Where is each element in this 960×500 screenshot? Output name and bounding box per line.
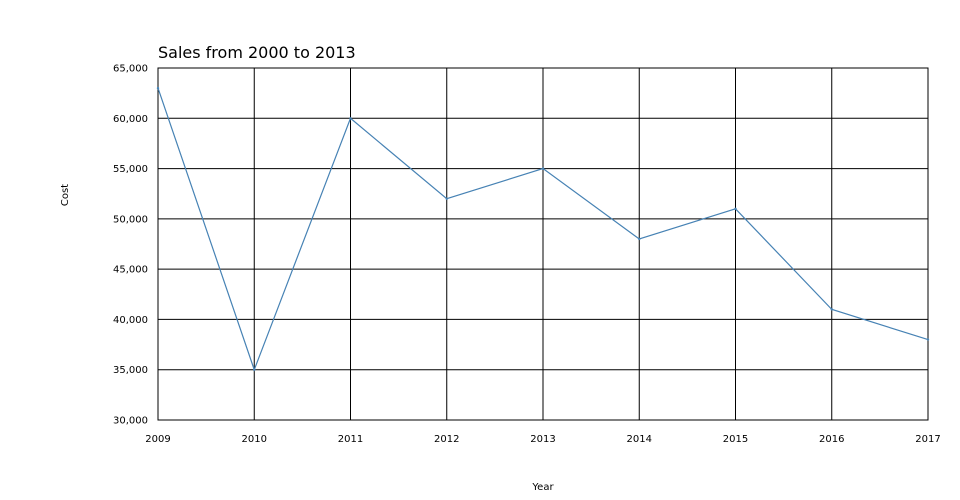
y-tick-label: 35,000 xyxy=(113,365,148,376)
data-point xyxy=(445,197,448,200)
grid xyxy=(157,67,929,421)
x-axis-ticks: 2009 2010 2011 2012 2013 2014 2015 2016 2017 xyxy=(145,434,940,445)
data-point xyxy=(541,167,545,170)
y-axis-ticks: 30,000 35,000 40,000 45,000 50,000 55,000 60,0… xyxy=(113,64,148,427)
y-tick-label: 60,000 xyxy=(113,114,148,125)
x-tick-label: 2015 xyxy=(723,434,748,445)
y-tick-label: 45,000 xyxy=(113,265,148,276)
data-point xyxy=(156,86,160,90)
data-point xyxy=(638,237,641,241)
x-tick-label: 2016 xyxy=(819,434,844,445)
plot-frame xyxy=(157,67,929,421)
data-point xyxy=(734,207,737,210)
y-tick-label: 40,000 xyxy=(113,315,148,326)
data-point xyxy=(926,338,930,341)
x-tick-label: 2010 xyxy=(242,434,267,445)
chart-title: Sales from 2000 to 2013 xyxy=(158,43,356,62)
x-tick-label: 2013 xyxy=(530,434,555,445)
x-axis-label: Year xyxy=(531,482,554,493)
x-tick-label: 2009 xyxy=(145,434,170,445)
x-tick-label: 2017 xyxy=(915,434,940,445)
x-tick-label: 2011 xyxy=(338,434,363,445)
y-tick-label: 50,000 xyxy=(113,214,148,225)
x-tick-label: 2012 xyxy=(434,434,459,445)
data-point xyxy=(830,308,833,311)
series-layer xyxy=(156,86,930,372)
y-tick-label: 55,000 xyxy=(113,164,148,175)
data-point xyxy=(349,117,352,120)
y-axis-label: Cost xyxy=(60,184,71,206)
data-point xyxy=(253,368,256,371)
x-tick-label: 2014 xyxy=(627,434,652,445)
y-tick-label: 30,000 xyxy=(113,416,148,427)
y-tick-label: 65,000 xyxy=(113,64,148,75)
